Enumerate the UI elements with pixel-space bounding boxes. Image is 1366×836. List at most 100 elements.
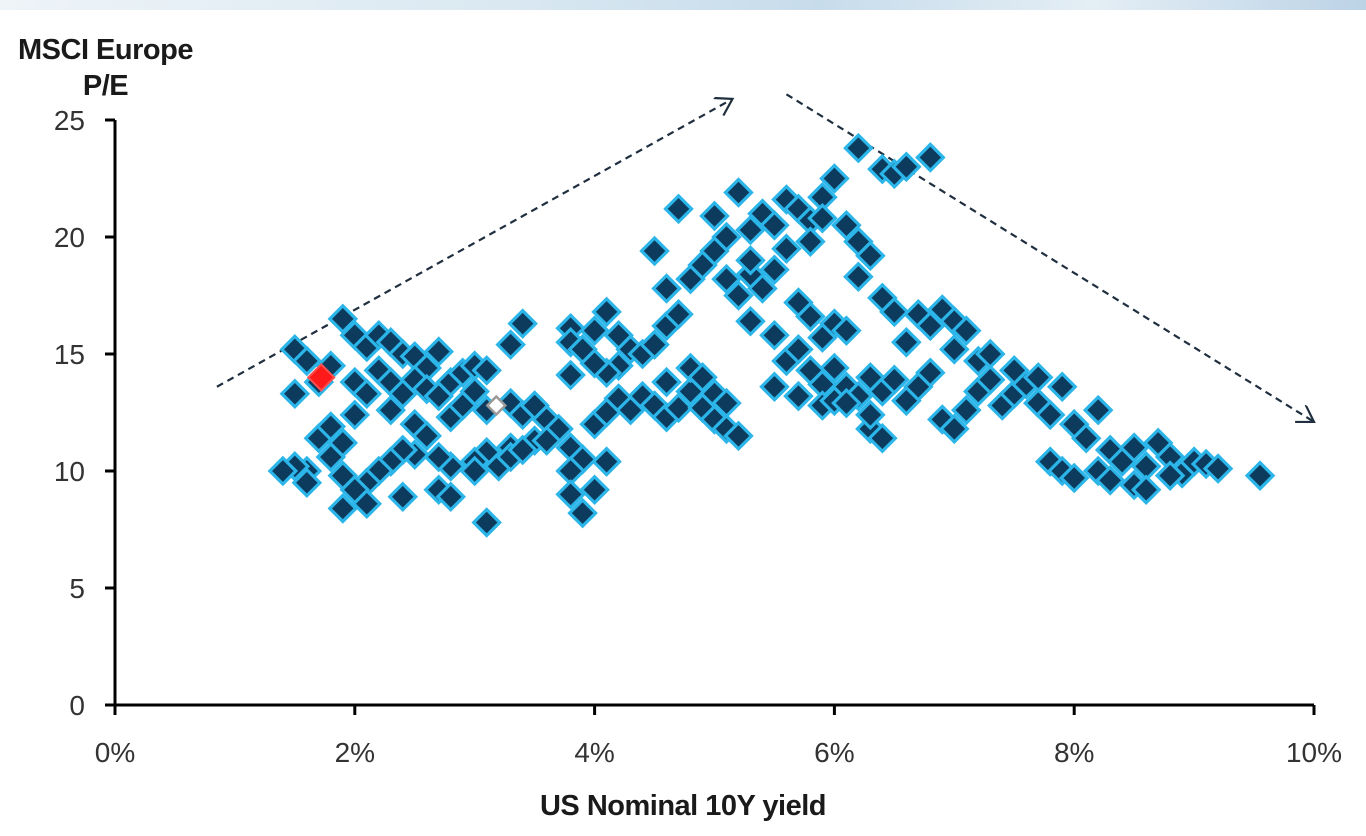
data-point	[507, 308, 538, 339]
data-point	[951, 315, 982, 346]
y-tick-label: 20	[54, 222, 85, 253]
data-point	[507, 434, 538, 466]
data-point	[1094, 465, 1126, 496]
data-point	[291, 345, 323, 377]
data-point	[939, 334, 970, 365]
data-point	[975, 338, 1006, 370]
data-point	[591, 446, 622, 477]
y-tick-label: 25	[54, 105, 85, 136]
data-point	[699, 200, 730, 232]
x-tick-label: 2%	[335, 737, 375, 768]
data-point	[663, 392, 694, 424]
data-point	[663, 298, 694, 330]
data-point	[387, 481, 419, 513]
data-point	[855, 240, 886, 271]
data-point	[351, 488, 383, 520]
x-tick-label: 0%	[95, 737, 135, 768]
x-tick-label: 6%	[814, 737, 854, 768]
data-point	[795, 301, 826, 332]
data-point	[291, 467, 323, 498]
data-point	[891, 327, 922, 358]
data-point	[747, 273, 778, 304]
current-point-marker	[306, 362, 336, 392]
data-point	[915, 310, 946, 342]
trend-arrow-2	[785, 93, 1314, 422]
data-point	[711, 387, 742, 419]
data-point	[471, 355, 502, 386]
data-point	[1154, 460, 1186, 491]
data-point	[831, 387, 862, 419]
data-point	[327, 460, 359, 491]
data-point	[651, 366, 682, 398]
data-point	[879, 296, 910, 328]
decorative-top-strip	[0, 0, 1366, 10]
data-point	[711, 263, 742, 295]
data-point	[867, 422, 898, 454]
data-point	[879, 364, 910, 396]
data-point	[375, 394, 407, 426]
data-point	[1058, 462, 1090, 494]
data-point	[471, 507, 502, 538]
data-point	[435, 481, 466, 513]
data-point	[831, 210, 862, 241]
data-point	[998, 355, 1030, 386]
data-point	[735, 245, 766, 276]
data-point	[735, 214, 766, 246]
data-point	[315, 411, 347, 442]
data-point	[723, 177, 754, 208]
data-point	[1034, 399, 1066, 431]
data-point	[555, 479, 586, 510]
data-point	[579, 348, 610, 379]
data-point	[567, 497, 598, 529]
data-point	[267, 455, 299, 487]
data-point	[279, 378, 311, 410]
data-point	[1130, 474, 1162, 505]
x-tick-label: 8%	[1054, 737, 1094, 768]
data-point	[975, 364, 1006, 396]
data-point	[1118, 432, 1150, 463]
data-point	[423, 336, 454, 367]
data-point	[831, 315, 862, 346]
data-point	[591, 296, 622, 328]
y-axis-title-line-1: MSCI Europe	[18, 34, 193, 66]
data-point	[495, 329, 526, 360]
data-point	[819, 163, 850, 194]
y-tick-label: 0	[69, 690, 85, 721]
data-point	[1202, 453, 1234, 484]
data-point	[531, 425, 562, 456]
y-axis-title: MSCI Europe P/E	[18, 32, 193, 104]
data-point	[735, 305, 766, 337]
data-point	[843, 261, 874, 293]
data-point	[759, 210, 790, 241]
y-tick-label: 15	[54, 339, 85, 370]
data-point	[639, 329, 670, 360]
data-point	[687, 362, 718, 393]
data-point	[759, 254, 790, 286]
reference-point-marker	[485, 394, 508, 417]
data-point	[759, 320, 790, 351]
data-point	[639, 235, 670, 267]
trend-arrow-1	[216, 99, 733, 388]
data-point	[771, 233, 802, 264]
data-point	[1046, 371, 1078, 403]
x-tick-label: 4%	[574, 737, 614, 768]
data-point	[1082, 394, 1114, 426]
y-axis-title-line-2: P/E	[82, 70, 129, 102]
data-point	[951, 394, 982, 426]
data-point	[1244, 460, 1276, 491]
data-point	[663, 193, 694, 225]
data-point	[723, 280, 754, 311]
y-tick-label: 5	[69, 573, 85, 604]
data-point	[327, 493, 359, 524]
data-point	[795, 226, 826, 257]
data-point	[651, 273, 682, 304]
data-point	[579, 315, 610, 346]
data-point	[783, 380, 814, 412]
data-point	[1070, 422, 1102, 454]
data-point	[711, 221, 742, 253]
data-point	[555, 359, 586, 391]
data-point	[783, 334, 814, 365]
data-point	[351, 378, 383, 410]
